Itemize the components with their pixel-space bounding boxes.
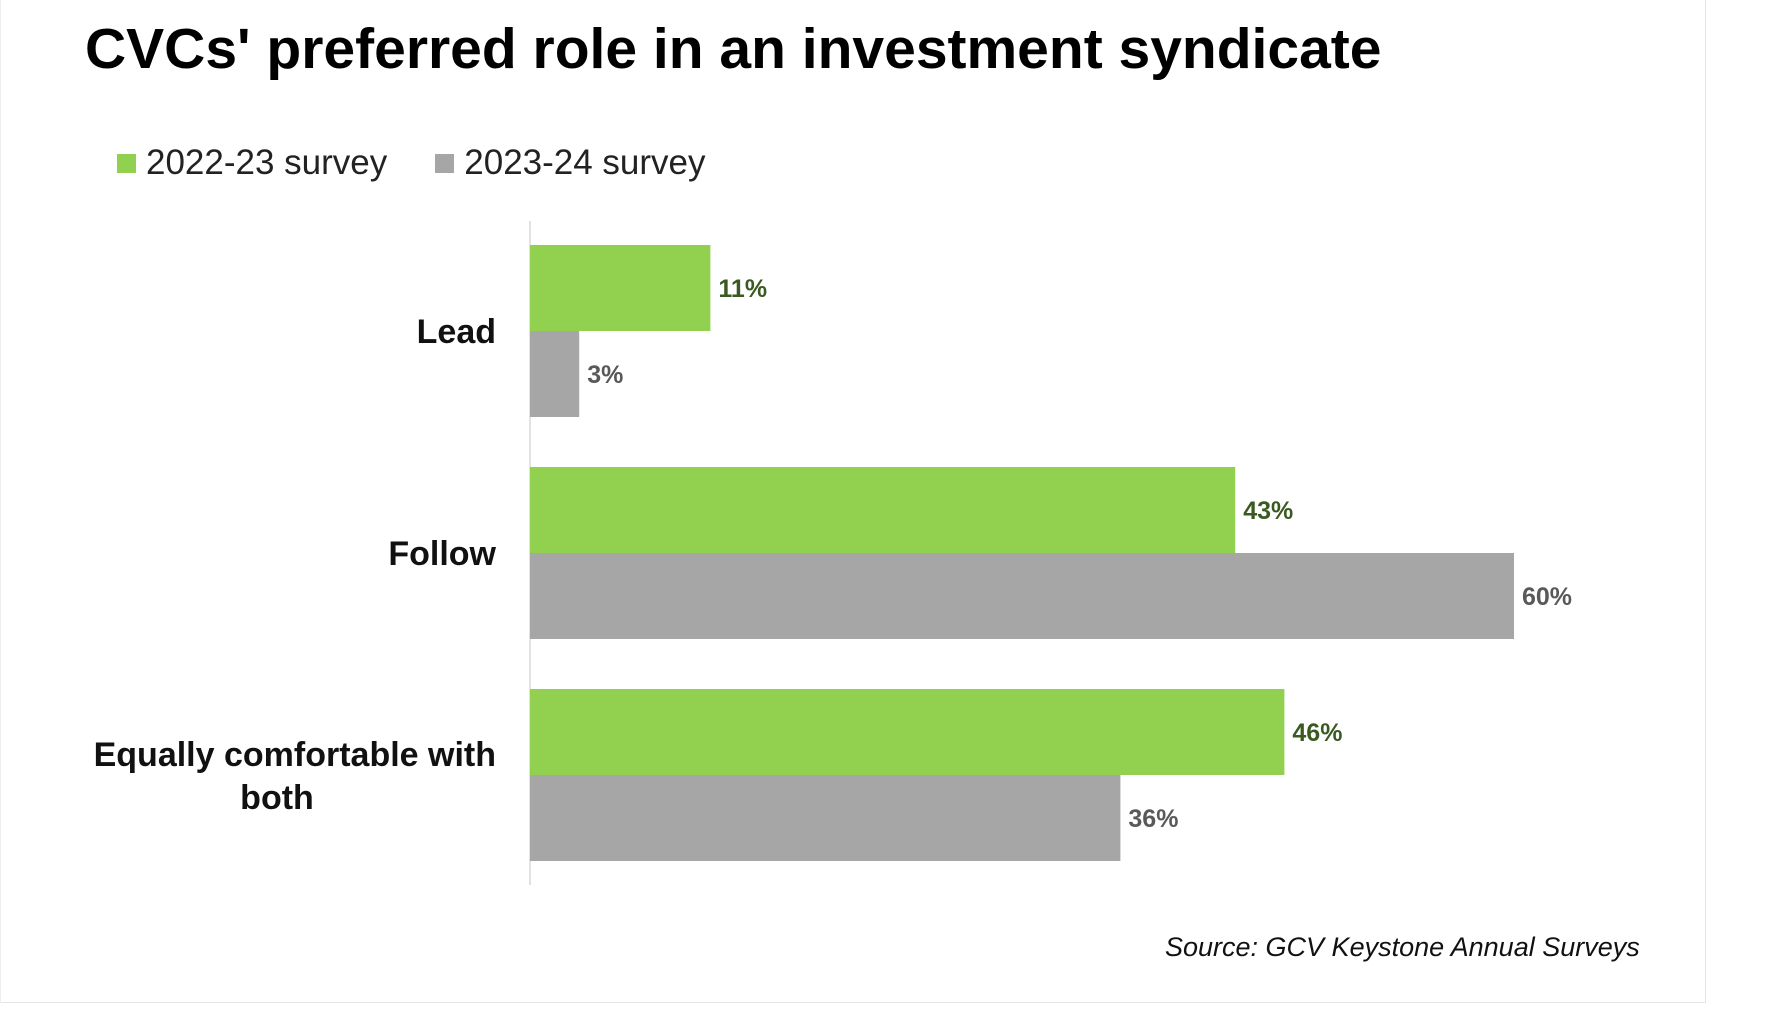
data-label: 11%	[718, 275, 767, 303]
bar-2023-24	[530, 775, 1121, 861]
data-label: 3%	[587, 361, 623, 389]
chart-title: CVCs' preferred role in an investment sy…	[85, 17, 1382, 81]
bar-2023-24	[530, 553, 1514, 639]
category-label: Follow	[388, 535, 496, 573]
category-label: both	[240, 779, 314, 817]
legend-swatch	[435, 153, 455, 173]
bar-2023-24	[530, 331, 580, 417]
legend-label: 2022-23 survey	[146, 143, 388, 182]
legend-item-2022-23: 2022-23 survey	[117, 143, 387, 183]
legend-item-2023-24: 2023-24 survey	[435, 143, 706, 183]
category-label: Equally comfortable with	[94, 736, 496, 774]
data-label: 43%	[1243, 497, 1293, 525]
bar-2022-23	[530, 689, 1285, 775]
data-label: 46%	[1292, 719, 1342, 747]
source-note: Source: GCV Keystone Annual Surveys	[1165, 932, 1640, 962]
legend-swatch	[117, 153, 136, 173]
bar-2022-23	[530, 467, 1236, 553]
legend: 2022-23 survey 2023-24 survey	[117, 143, 754, 183]
data-label: 60%	[1522, 583, 1572, 611]
category-label: Lead	[417, 313, 496, 351]
data-label: 36%	[1128, 805, 1178, 833]
chart-frame	[0, 0, 1706, 1003]
bar-2022-23	[530, 245, 711, 331]
legend-label: 2023-24 survey	[464, 143, 706, 182]
